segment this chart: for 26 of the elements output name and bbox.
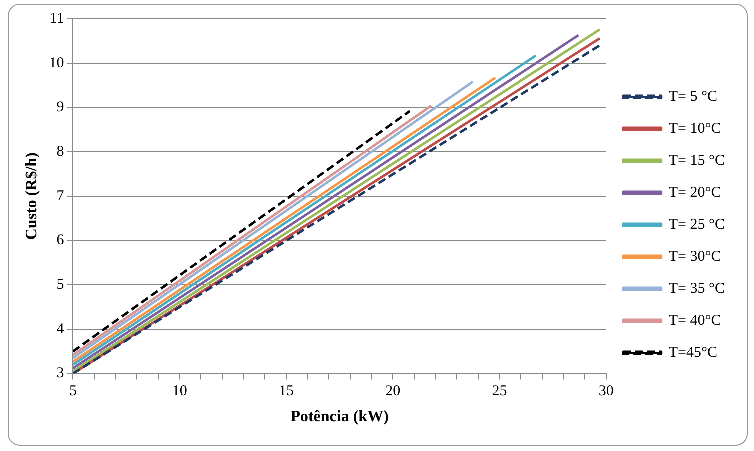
legend-label: T= 35 °C: [668, 280, 726, 297]
y-tick-label: 3: [56, 366, 64, 382]
legend-label: T= 40°C: [668, 312, 722, 329]
legend-label: T= 5 °C: [668, 88, 718, 105]
legend-label: T= 30°C: [668, 248, 722, 265]
y-tick-label: 11: [50, 10, 64, 27]
y-tick-label: 8: [56, 144, 64, 160]
y-axis-title: Custo (R$/h): [24, 152, 41, 240]
y-tick-label: 7: [56, 188, 65, 204]
y-tick-label: 4: [56, 321, 65, 338]
legend-label: T= 10°C: [668, 120, 722, 137]
x-tick-label: 10: [172, 384, 188, 400]
y-tick-label: 10: [49, 55, 64, 72]
y-tick-label: 9: [56, 100, 64, 116]
x-tick-label: 5: [69, 384, 77, 400]
x-tick-label: 20: [386, 384, 401, 400]
x-axis-title: Potência (kW): [290, 408, 389, 426]
legend-label: T= 15 °C: [668, 152, 726, 169]
y-tick-label: 6: [56, 232, 65, 249]
y-tick-label: 5: [56, 277, 64, 294]
x-tick-label: 15: [278, 384, 294, 400]
x-tick-label: 30: [598, 384, 614, 400]
legend-label: T= 20°C: [668, 184, 722, 201]
legend-label: T=45°C: [668, 344, 718, 361]
x-tick-label: 25: [492, 384, 508, 400]
legend-label: T= 25 °C: [668, 216, 726, 233]
